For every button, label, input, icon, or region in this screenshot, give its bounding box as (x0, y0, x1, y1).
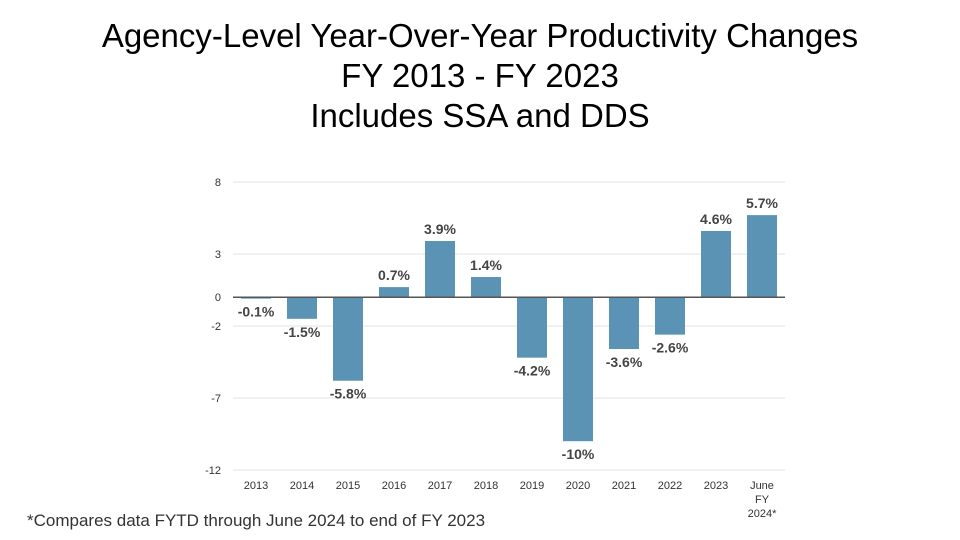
data-label: -4.2% (514, 363, 551, 379)
y-tick-label: -12 (205, 465, 221, 477)
y-tick-label: 3 (215, 249, 221, 261)
y-tick-label: -2 (211, 321, 221, 333)
x-tick-label: 2014 (290, 480, 314, 492)
bar-2021 (609, 297, 639, 350)
x-tick-labels: 2013 2014 2015 2016 2017 2018 2019 2020 2021 2022… (244, 480, 777, 520)
x-tick-label-line: 2022 (658, 480, 682, 492)
bar-2014 (287, 297, 317, 319)
x-tick-label-line: 2016 (382, 480, 406, 492)
data-label: -0.1% (238, 304, 275, 320)
x-tick-label-line: 2023 (704, 480, 728, 492)
y-tick-label: 8 (215, 177, 221, 189)
x-tick-label: 2022 (658, 480, 682, 492)
bar-2018 (471, 277, 501, 298)
data-label: 5.7% (746, 195, 778, 211)
data-label: 3.9% (424, 221, 456, 237)
x-tick-label: 2019 (520, 480, 544, 492)
x-tick-label: June FY 2024* (748, 480, 777, 520)
x-tick-label: 2016 (382, 480, 406, 492)
y-gridlines (233, 181, 785, 471)
x-tick-label-line: 2024* (748, 508, 777, 520)
bar-2019 (517, 297, 547, 358)
y-tick-label: -7 (211, 393, 221, 405)
bar-2023 (701, 230, 731, 298)
x-tick-label: 2015 (336, 480, 360, 492)
data-label: -3.6% (606, 354, 643, 370)
x-tick-label-line: FY (755, 494, 770, 506)
y-tick-label: 0 (215, 292, 221, 304)
x-tick-label-line: 2020 (566, 480, 590, 492)
chart-title-line-3: Includes SSA and DDS (310, 97, 650, 134)
data-label: -5.8% (330, 386, 367, 402)
footnote: *Compares data FYTD through June 2024 to… (27, 511, 486, 530)
chart-title: Agency-Level Year-Over-Year Productivity… (0, 16, 960, 136)
bar-2016 (379, 287, 409, 298)
x-tick-label-line: June (750, 480, 774, 492)
bars (241, 215, 777, 442)
data-label: -10% (562, 446, 595, 462)
x-tick-label-line: 2017 (428, 480, 452, 492)
x-tick-label-line: 2014 (290, 480, 314, 492)
bar-2015 (333, 297, 363, 381)
x-tick-label: 2013 (244, 480, 268, 492)
x-tick-label-line: 2021 (612, 480, 636, 492)
x-tick-label: 2021 (612, 480, 636, 492)
data-label: 0.7% (378, 267, 410, 283)
bar-2017 (425, 241, 455, 298)
x-tick-label: 2020 (566, 480, 590, 492)
y-tick-labels: 8 3 0 -2 -7 -12 (205, 177, 221, 477)
x-tick-label: 2017 (428, 480, 452, 492)
x-tick-label: 2023 (704, 480, 728, 492)
bar-2020 (563, 297, 593, 442)
x-tick-label: 2018 (474, 480, 498, 492)
data-label: -1.5% (284, 324, 321, 340)
chart-title-line-1: Agency-Level Year-Over-Year Productivity… (101, 17, 859, 54)
data-label: -2.6% (652, 340, 689, 356)
bar-june-fy-2024- (747, 215, 777, 298)
data-label: 1.4% (470, 257, 502, 273)
bar-2022 (655, 297, 685, 335)
x-tick-label-line: 2015 (336, 480, 360, 492)
data-labels: -0.1% -1.5% -5.8% 0.7% 3.9% 1.4% -4.2% -10% -3.6… (238, 195, 779, 462)
data-label: 4.6% (700, 211, 732, 227)
x-tick-label-line: 2019 (520, 480, 544, 492)
x-tick-label-line: 2018 (474, 480, 498, 492)
chart-title-line-2: FY 2013 - FY 2023 (341, 57, 619, 94)
x-tick-label-line: 2013 (244, 480, 268, 492)
